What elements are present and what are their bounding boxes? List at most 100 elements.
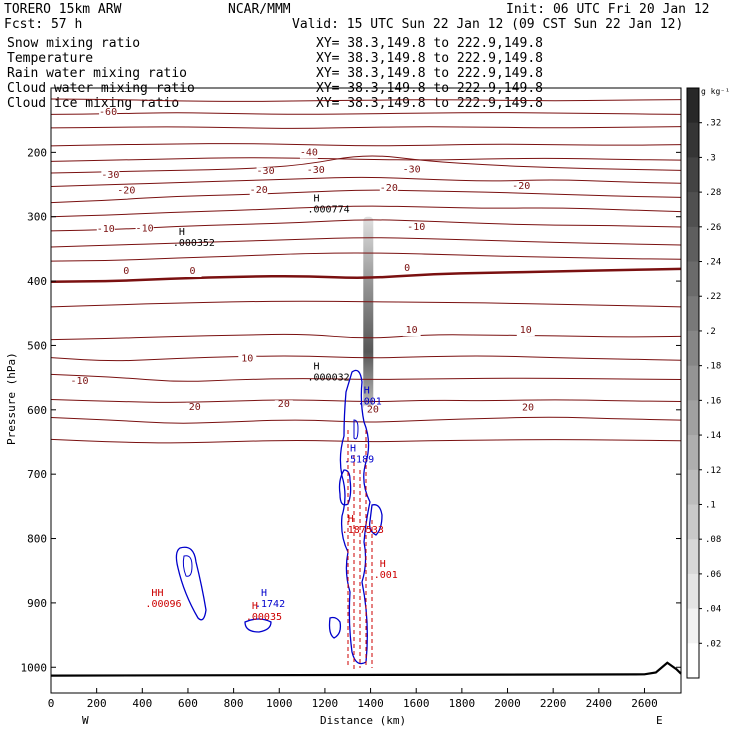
isotherm-label: 0	[190, 266, 196, 277]
isotherm-line	[50, 143, 682, 147]
colorbar-label: .22	[705, 292, 721, 302]
y-tick-label: 500	[27, 339, 47, 352]
x-tick-label: 200	[87, 697, 107, 710]
isotherm-label: -10	[407, 222, 425, 233]
cloud-water-contour	[175, 546, 207, 621]
colorbar-segment	[687, 539, 699, 575]
colorbar-segment	[687, 296, 699, 332]
extremum-value: .001	[374, 570, 398, 581]
colorbar-label: .08	[705, 535, 721, 545]
isotherm-label-bg	[183, 267, 202, 278]
extremum-marker: H	[364, 385, 370, 396]
colorbar: .32 .3 .28 .26 .24 .22 .2 .18 .16 .14 .12 .1 .08 .06.…	[686, 87, 721, 679]
isotherm-line	[50, 267, 682, 283]
isotherm-label: 20	[189, 402, 201, 413]
isotherm-line	[50, 126, 682, 129]
isotherm-line	[50, 189, 682, 204]
extremum-marker: H	[350, 443, 356, 454]
isotherm-label-bg	[238, 354, 257, 365]
isotherm-line	[50, 205, 682, 218]
colorbar-label: .32	[705, 119, 721, 129]
forecast-label: Fcst: 57 h	[4, 17, 82, 32]
colorbar-segment	[687, 365, 699, 401]
isotherm-label: -60	[99, 107, 117, 118]
cloud-water-contour	[328, 616, 342, 639]
isotherm-line	[50, 252, 682, 262]
colorbar-segment	[687, 573, 699, 610]
extremum-marker: H	[314, 362, 320, 373]
isotherm-line	[50, 176, 682, 187]
isotherm-line	[50, 300, 682, 308]
isotherm-line	[50, 237, 682, 248]
extremum-value: .187533	[342, 525, 384, 536]
isotherm-label: -40	[300, 148, 318, 159]
isotherm-label-bg	[398, 263, 417, 274]
isotherm-label-bg	[256, 167, 275, 178]
isotherm-label: -20	[117, 186, 135, 197]
isotherm-line	[50, 355, 682, 362]
model-label: TORERO 15km ARW	[4, 2, 122, 17]
isotherm-label: -10	[136, 224, 154, 235]
isotherm-label-bg	[407, 223, 426, 234]
isotherm-label: -10	[71, 376, 89, 387]
colorbar-label: .26	[705, 223, 721, 233]
isotherm-label-bg	[299, 148, 318, 159]
extremum-value: .000352	[173, 238, 215, 249]
x-tick-label: 600	[178, 697, 198, 710]
legend-name: Rain water mixing ratio	[7, 66, 187, 81]
colorbar-label: .14	[705, 431, 721, 441]
colorbar-label: .04	[705, 605, 721, 615]
colorbar-segment	[687, 608, 699, 644]
isotherm-label: -20	[380, 183, 398, 194]
colorbar-label: .06	[705, 570, 721, 580]
cloud-water-contour-inner	[353, 419, 359, 440]
y-tick-label: 400	[27, 275, 47, 288]
extremum-marker: H	[380, 559, 386, 570]
isotherm-line	[50, 155, 682, 174]
isotherm-line	[50, 399, 682, 403]
isotherm-line	[50, 112, 682, 115]
extremum-value: .000032	[308, 373, 350, 384]
plot-area: -60 -40 -30 -30 -30 -30 -20 -20 -20 -20 -10 -10 -10 0…	[21, 87, 682, 710]
isotherm-label-bg	[402, 165, 421, 176]
colorbar-label: .18	[705, 362, 721, 372]
isotherm-label-bg	[117, 186, 136, 197]
colorbar-segment	[687, 192, 699, 228]
isotherm-label: -10	[97, 224, 115, 235]
isotherm-label-bg	[249, 185, 268, 196]
x-tick-label: 2000	[494, 697, 521, 710]
west-label: W	[82, 714, 89, 727]
y-tick-label: 700	[27, 468, 47, 481]
extremum-marker: H	[314, 194, 320, 205]
extremum-value: .00035	[246, 612, 282, 623]
terrain-line	[50, 661, 682, 677]
legend-name: Cloud ice mixing ratio	[7, 96, 179, 111]
isotherm-label: -30	[101, 170, 119, 181]
x-tick-label: 1200	[312, 697, 339, 710]
colorbar-segment	[687, 88, 699, 124]
isotherm-label-bg	[363, 405, 382, 416]
extremum-marker: H	[179, 227, 185, 238]
colorbar-segment	[687, 400, 699, 436]
isotherm-line	[50, 438, 682, 444]
isotherm-label-bg	[512, 182, 531, 193]
east-label: E	[656, 714, 663, 727]
x-tick-label: 2200	[540, 697, 567, 710]
isotherm-label: -30	[403, 164, 421, 175]
legend-xy: XY= 38.3,149.8 to 222.9,149.8	[316, 36, 543, 51]
legend-xy: XY= 38.3,149.8 to 222.9,149.8	[316, 96, 543, 111]
cloud-water-contour	[244, 618, 272, 633]
legend-xy: XY= 38.3,149.8 to 222.9,149.8	[316, 51, 543, 66]
isotherm-label: -30	[307, 165, 325, 176]
init-label: Init: 06 UTC Fri 20 Jan 12	[506, 2, 710, 17]
isotherm-label: 20	[367, 404, 379, 415]
extremum-value: .001	[358, 396, 382, 407]
plot-frame	[50, 87, 682, 694]
isotherm-label: -30	[257, 166, 275, 177]
extremum-marker: HH	[151, 588, 163, 599]
colorbar-segment	[687, 643, 699, 679]
isotherm-label-bg	[185, 402, 204, 413]
extremum-value: .00096	[145, 599, 181, 610]
colorbar-label: .24	[705, 258, 721, 268]
